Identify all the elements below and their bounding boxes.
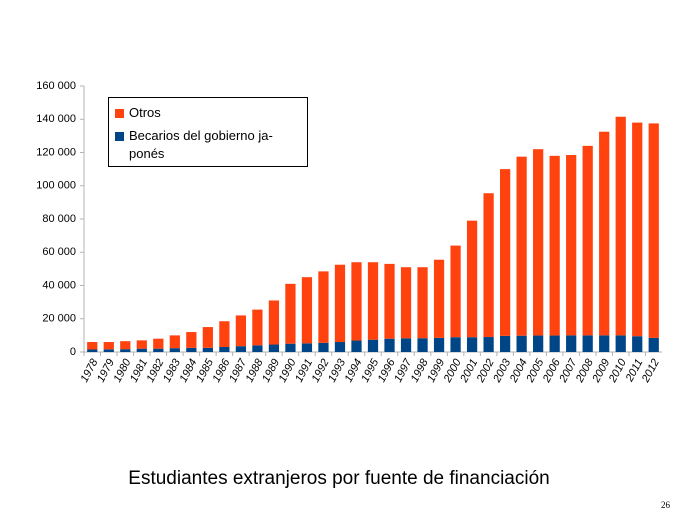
bar-segment bbox=[153, 338, 164, 349]
bar-segment bbox=[499, 169, 511, 336]
bar-segment bbox=[466, 220, 478, 338]
bar-segment bbox=[103, 342, 114, 350]
bar-segment bbox=[549, 155, 560, 336]
bar-segment bbox=[367, 339, 379, 352]
bar-segment bbox=[285, 343, 296, 352]
x-tick-label: 2010 bbox=[606, 356, 629, 385]
bar-segment bbox=[268, 300, 280, 345]
bar-segment bbox=[549, 335, 560, 352]
bar-segment bbox=[301, 343, 313, 352]
bar-segment bbox=[615, 116, 626, 336]
y-tick-label: 160 000 bbox=[36, 80, 76, 92]
bar-segment bbox=[318, 271, 329, 343]
bar-segment bbox=[136, 348, 147, 352]
bar-segment bbox=[384, 338, 395, 352]
bar-segment bbox=[483, 337, 494, 352]
bar-segment bbox=[466, 337, 478, 352]
bar-segment bbox=[169, 348, 180, 352]
bar-segment bbox=[252, 309, 263, 346]
bar-segment bbox=[533, 335, 544, 352]
bar-segment bbox=[136, 340, 147, 349]
bar-segment bbox=[202, 347, 213, 352]
bar-segment bbox=[103, 349, 114, 352]
y-tick-label: 40 000 bbox=[42, 279, 76, 291]
y-tick-label: 100 000 bbox=[36, 180, 76, 192]
bar-segment bbox=[334, 264, 346, 343]
y-tick-label: 80 000 bbox=[42, 213, 76, 225]
legend-item: Becarios del gobierno ja- ponés bbox=[115, 128, 273, 163]
y-tick-label: 120 000 bbox=[36, 146, 76, 158]
bar-segment bbox=[499, 335, 511, 352]
bar-segment bbox=[632, 122, 643, 337]
bar-segment bbox=[648, 123, 659, 338]
bar-segment bbox=[632, 336, 643, 352]
bar-segment bbox=[334, 342, 346, 352]
bar-segment bbox=[301, 277, 313, 344]
y-tick-label: 60 000 bbox=[42, 246, 76, 258]
bar-segment bbox=[599, 131, 610, 336]
bar-segment bbox=[153, 348, 164, 352]
bar-segment bbox=[384, 263, 395, 339]
legend-label: Otros bbox=[129, 105, 161, 120]
legend-swatch bbox=[115, 132, 124, 141]
bar-segment bbox=[367, 262, 379, 340]
legend-label: Becarios del gobierno ja- ponés bbox=[129, 128, 273, 161]
bar-segment bbox=[648, 337, 659, 352]
legend-swatch bbox=[115, 109, 124, 118]
bar-segment bbox=[268, 344, 280, 352]
bar-segment bbox=[252, 345, 263, 352]
bar-segment bbox=[235, 346, 247, 352]
bar-segment bbox=[450, 245, 461, 338]
bar-segment bbox=[186, 332, 197, 348]
bar-segment bbox=[202, 327, 213, 348]
bar-segment bbox=[450, 337, 461, 352]
bar-segment bbox=[87, 349, 98, 352]
bar-segment bbox=[533, 149, 544, 336]
legend-item: Otros bbox=[115, 105, 161, 122]
chart-title: Estudiantes extranjeros por fuente de fi… bbox=[128, 468, 550, 489]
bar-segment bbox=[433, 337, 445, 352]
bar-segment bbox=[582, 145, 593, 336]
bar-segment bbox=[483, 193, 494, 338]
bar-segment bbox=[219, 347, 230, 352]
bar-segment bbox=[87, 342, 98, 350]
bar-segment bbox=[615, 335, 626, 352]
bar-segment bbox=[318, 342, 329, 352]
bar-segment bbox=[400, 267, 412, 339]
bar-segment bbox=[169, 335, 180, 349]
bar-segment bbox=[351, 340, 362, 352]
bar-segment bbox=[566, 154, 577, 336]
bar-segment bbox=[599, 335, 610, 352]
bar-segment bbox=[351, 262, 362, 341]
bar-segment bbox=[235, 315, 247, 347]
bar-segment bbox=[566, 335, 577, 352]
legend: Otros Becarios del gobierno ja- ponés bbox=[108, 97, 308, 167]
bar-segment bbox=[120, 341, 131, 350]
bar-segment bbox=[417, 267, 428, 339]
bar-segment bbox=[433, 259, 445, 338]
y-tick-label: 0 bbox=[70, 346, 76, 358]
bar-segment bbox=[186, 347, 197, 352]
bar-segment bbox=[582, 335, 593, 352]
bar-segment bbox=[516, 335, 527, 352]
bar-segment bbox=[417, 338, 428, 352]
y-tick-label: 20 000 bbox=[42, 313, 76, 325]
bar-segment bbox=[219, 321, 230, 348]
bar-segment bbox=[400, 338, 412, 352]
bar-segment bbox=[285, 283, 296, 344]
bar-segment bbox=[516, 156, 527, 336]
page-number: 26 bbox=[661, 500, 670, 510]
y-tick-label: 140 000 bbox=[36, 113, 76, 125]
bar-segment bbox=[120, 349, 131, 352]
